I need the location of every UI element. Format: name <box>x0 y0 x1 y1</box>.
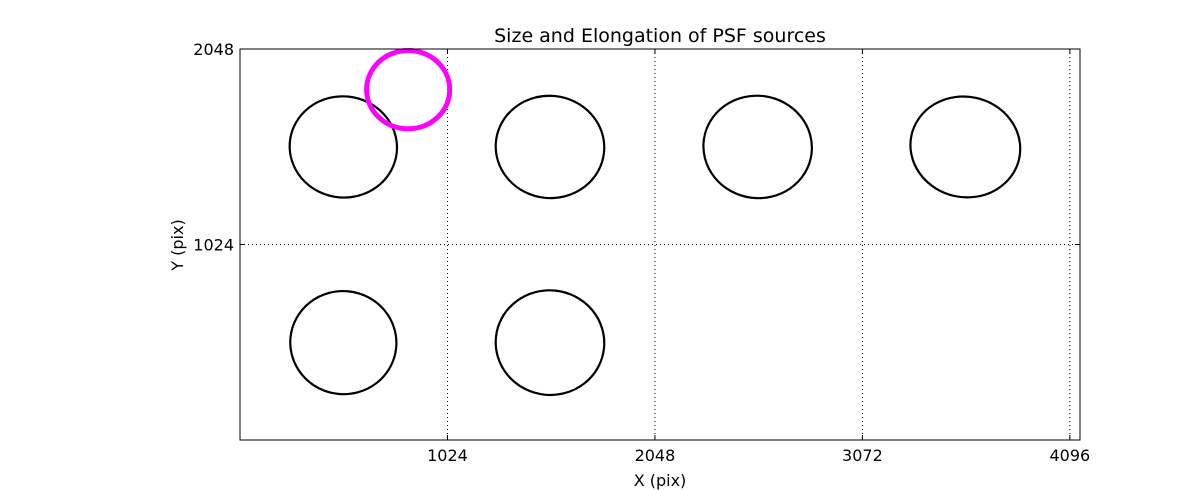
psf-ellipses <box>288 48 1022 397</box>
x-tick-label: 3072 <box>842 446 883 465</box>
psf-ellipse <box>288 95 399 199</box>
y-tick-label: 1024 <box>193 236 234 255</box>
psf-ellipse <box>702 94 813 200</box>
x-tick-label: 4096 <box>1050 446 1091 465</box>
y-tick-label: 2048 <box>193 40 234 59</box>
axis-ticks: 1024 2048 3072 4096 1024 2048 <box>193 40 1090 465</box>
chart-title: Size and Elongation of PSF sources <box>494 25 826 47</box>
x-tick-label: 1024 <box>427 446 468 465</box>
psf-ellipse <box>289 289 398 396</box>
psf-ellipse <box>494 94 606 200</box>
y-axis-label: Y (pix) <box>168 219 187 271</box>
psf-ellipse <box>494 289 606 397</box>
grid-lines <box>240 49 1080 440</box>
highlighted-psf-ellipse <box>364 48 453 132</box>
x-axis-label: X (pix) <box>634 471 687 490</box>
x-tick-label: 2048 <box>635 446 676 465</box>
psf-ellipse <box>909 95 1022 199</box>
